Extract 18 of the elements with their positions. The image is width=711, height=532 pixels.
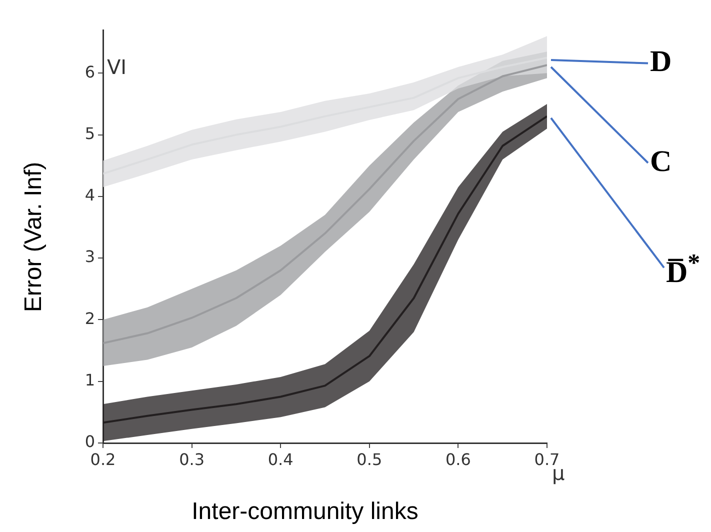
text: D: [650, 45, 672, 79]
x-tick-label: 0.6: [445, 450, 471, 469]
y-tick-label: 6: [84, 62, 95, 82]
y-tick-label: 4: [84, 186, 95, 205]
x-axis-title: Inter-community links: [192, 498, 418, 526]
x-tick-label: 0.4: [268, 450, 294, 469]
text: D̅$^{*}$: [666, 250, 700, 290]
y-tick-label: 1: [84, 370, 95, 390]
y-axis-title: Error (Var. Inf): [20, 161, 48, 312]
y-tick-label: 0: [84, 432, 95, 452]
y-tick-label: 5: [84, 124, 95, 143]
annotation: VI: [107, 55, 127, 79]
x-tick-label: 0.5: [356, 450, 382, 469]
y-tick-label: 3: [84, 247, 95, 266]
x-tick-label: 0.2: [90, 450, 116, 469]
x-tick-label: 0.3: [179, 450, 205, 469]
text: C: [650, 145, 672, 179]
y-tick-label: 2: [84, 308, 95, 328]
